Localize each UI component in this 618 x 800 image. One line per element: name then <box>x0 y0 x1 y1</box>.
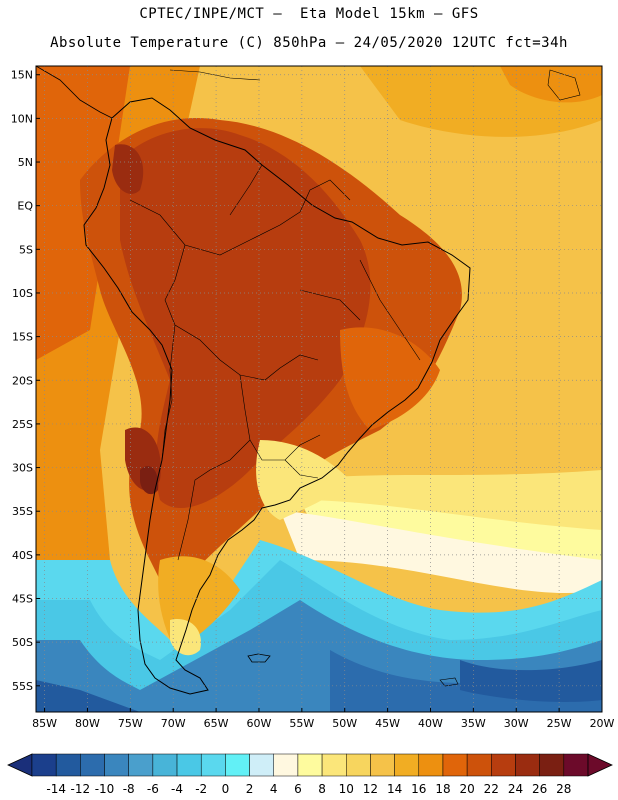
colorbar-label: 26 <box>532 782 547 796</box>
colorbar-box <box>418 753 444 777</box>
colorbar-label: 20 <box>459 782 474 796</box>
colorbar-box <box>563 753 589 777</box>
map-frame <box>35 65 603 713</box>
colorbar-box <box>128 753 154 777</box>
colorbar-label: -12 <box>71 782 91 796</box>
latitude-tick-label: 20S <box>12 374 33 387</box>
colorbar-label: 12 <box>363 782 378 796</box>
falkland-islands <box>247 653 271 663</box>
longitude-tick-label: 65W <box>204 717 229 730</box>
colorbar-box <box>515 753 540 777</box>
latitude-tick-label: 10S <box>12 287 33 300</box>
longitude-tick-label: 30W <box>504 717 529 730</box>
colorbar-label: -8 <box>123 782 135 796</box>
longitude-tick-label: 20W <box>590 717 615 730</box>
colorbar-boxes <box>7 753 613 777</box>
colorbar-box <box>321 753 347 777</box>
longitude-tick-label: 55W <box>289 717 314 730</box>
latitude-tick-label: 35S <box>12 505 33 518</box>
latitude-tick-label: 30S <box>12 462 33 475</box>
colorbar-box <box>225 753 250 777</box>
colorbar-box <box>491 753 516 777</box>
colorbar-label: 24 <box>508 782 523 796</box>
colorbar-box <box>104 753 129 777</box>
north-atlantic-island-outline <box>547 69 581 101</box>
latitude-tick-label: 40S <box>12 549 33 562</box>
latitude-tick-label: 15N <box>11 69 33 82</box>
longitude-tick-label: 45W <box>375 717 400 730</box>
colorbar-label: -10 <box>95 782 115 796</box>
latitude-tick-label: EQ <box>17 200 33 213</box>
longitude-tick-label: 25W <box>547 717 572 730</box>
colorbar-box <box>346 753 371 777</box>
colorbar-box <box>466 753 492 777</box>
country-borders <box>129 164 421 561</box>
colorbar-label: -2 <box>195 782 207 796</box>
colorbar-box <box>176 753 202 777</box>
colorbar-box <box>297 753 323 777</box>
latitude-tick-label: 50S <box>12 636 33 649</box>
latitude-tick-label: 5N <box>18 156 33 169</box>
colorbar-label: 18 <box>435 782 450 796</box>
longitude-tick-label: 85W <box>32 717 57 730</box>
temperature-map: 15N 10N 5N EQ 5S 10S 15S 20S 25S 30S 35S 40S 45S 50S 5… <box>11 65 615 730</box>
colorbar-label: -6 <box>147 782 159 796</box>
longitude-tick-label: 80W <box>75 717 100 730</box>
colorbar-box <box>200 753 226 777</box>
longitude-tick-label: 50W <box>332 717 357 730</box>
longitude-tick-labels: 85W 80W 75W 70W 65W 60W 55W 50W 45W 40W 35W 30W 25W 2… <box>32 708 615 730</box>
colorbar-label: 2 <box>246 782 254 796</box>
colorbar-box <box>394 753 420 777</box>
colorbar-label: 16 <box>411 782 426 796</box>
longitude-tick-label: 35W <box>461 717 486 730</box>
colorbar-under-arrow <box>7 753 33 777</box>
temperature-colorbar: -14 -12 -10 -8 -6 -4 -2 0 2 4 6 8 10 12 14 16 18 20 22 24 26… <box>7 753 613 796</box>
colorbar-box <box>273 753 299 777</box>
latitude-tick-label: 25S <box>12 418 33 431</box>
latitude-tick-label: 5S <box>19 243 33 256</box>
longitude-tick-label: 70W <box>161 717 186 730</box>
colorbar-box <box>80 753 105 777</box>
colorbar-over-arrow <box>587 753 613 777</box>
colorbar-box <box>55 753 81 777</box>
latitude-tick-label: 45S <box>12 593 33 606</box>
colorbar-box <box>370 753 395 777</box>
longitude-tick-label: 40W <box>418 717 443 730</box>
chart-title-source: CPTEC/INPE/MCT – Eta Model 15km – GFS <box>139 6 479 22</box>
colorbar-label: 4 <box>270 782 278 796</box>
colorbar-label: -14 <box>46 782 66 796</box>
chart-title-variable: Absolute Temperature (C) 850hPa – 24/05/… <box>50 35 568 51</box>
latitude-tick-label: 55S <box>12 680 33 693</box>
colorbar-box <box>442 753 468 777</box>
colorbar-labels: -14 -12 -10 -8 -6 -4 -2 0 2 4 6 8 10 12 14 16 18 20 22 24 26… <box>46 782 571 796</box>
colorbar-box <box>31 753 57 777</box>
latitude-tick-label: 10N <box>11 112 33 125</box>
colorbar-label: -4 <box>171 782 183 796</box>
colorbar-box <box>249 753 274 777</box>
south-georgia-island <box>439 677 459 687</box>
colorbar-label: 22 <box>484 782 499 796</box>
colorbar-label: 0 <box>222 782 230 796</box>
colorbar-box <box>539 753 565 777</box>
colorbar-label: 14 <box>387 782 402 796</box>
latitude-tick-labels: 15N 10N 5N EQ 5S 10S 15S 20S 25S 30S 35S 40S 45S 50S 5… <box>11 69 40 693</box>
colorbar-label: 8 <box>318 782 326 796</box>
latitude-tick-label: 15S <box>12 331 33 344</box>
temperature-field <box>36 66 602 712</box>
longitude-tick-label: 75W <box>118 717 143 730</box>
colorbar-label: 28 <box>556 782 571 796</box>
colorbar-box <box>152 753 178 777</box>
colorbar-label: 6 <box>294 782 302 796</box>
central-america-outline <box>36 66 113 119</box>
caribbean-islands-outline <box>169 69 261 81</box>
colorbar-label: 10 <box>339 782 354 796</box>
longitude-tick-label: 60W <box>247 717 272 730</box>
